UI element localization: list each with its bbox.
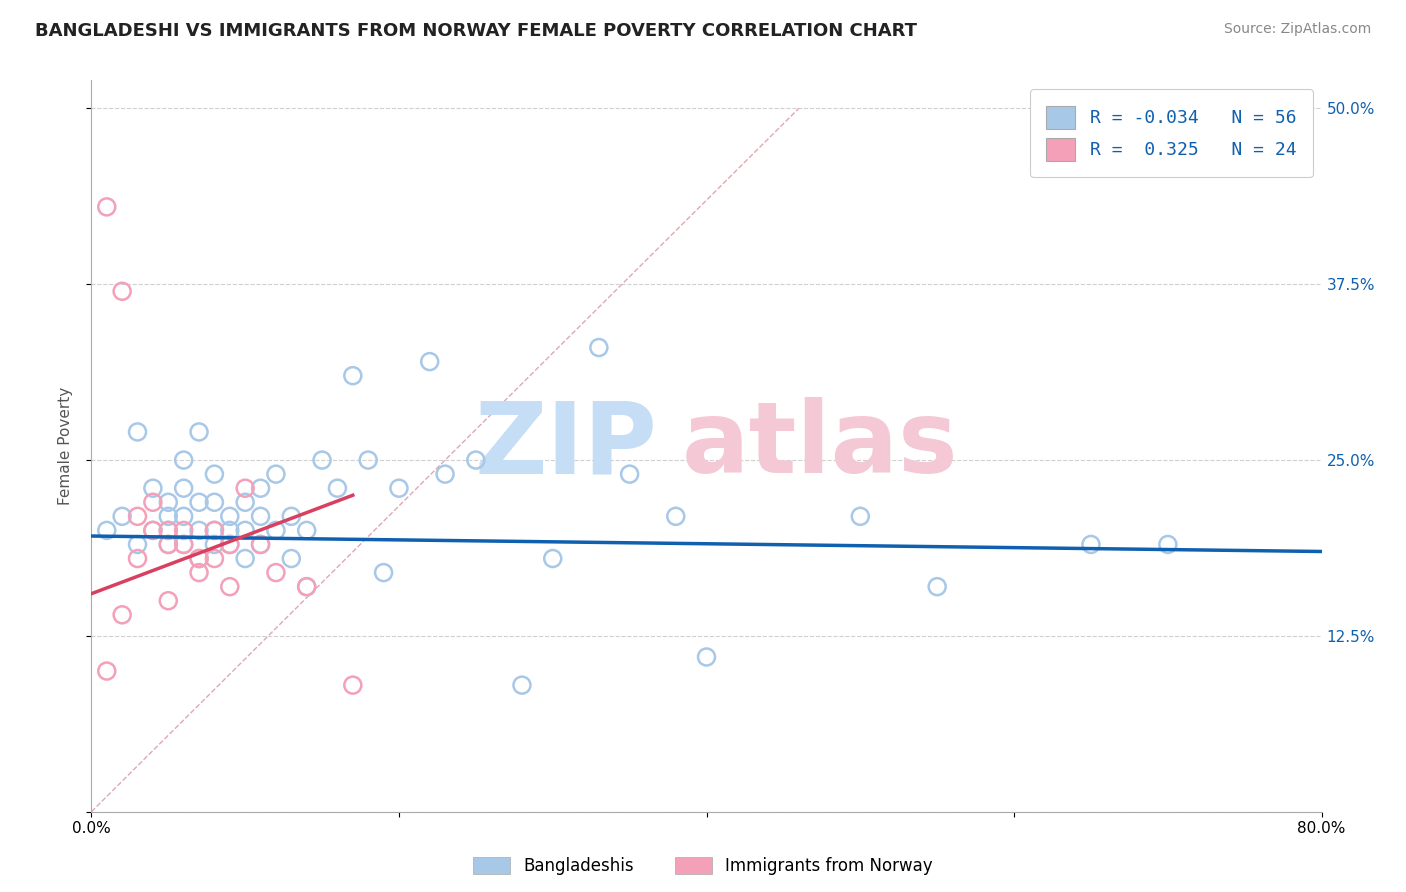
Point xyxy=(249,509,271,524)
Point xyxy=(249,537,271,551)
Point xyxy=(218,580,240,594)
Point xyxy=(202,467,225,482)
Point xyxy=(218,509,240,524)
Point xyxy=(142,524,165,538)
Point xyxy=(264,566,287,580)
Point xyxy=(202,495,225,509)
Point xyxy=(218,537,240,551)
Point xyxy=(188,551,211,566)
Point xyxy=(218,524,240,538)
Point xyxy=(173,537,195,551)
Point xyxy=(264,467,287,482)
Point xyxy=(696,650,718,665)
Point xyxy=(510,678,533,692)
Point xyxy=(142,481,165,495)
Point xyxy=(202,524,225,538)
Point xyxy=(188,551,211,566)
Point xyxy=(127,551,149,566)
Point xyxy=(111,509,134,524)
Point xyxy=(111,285,134,299)
Point xyxy=(173,524,195,538)
Point xyxy=(96,200,118,214)
Point xyxy=(541,551,564,566)
Point xyxy=(233,481,256,495)
Point xyxy=(157,524,180,538)
Point xyxy=(142,524,165,538)
Point xyxy=(249,537,271,551)
Text: BANGLADESHI VS IMMIGRANTS FROM NORWAY FEMALE POVERTY CORRELATION CHART: BANGLADESHI VS IMMIGRANTS FROM NORWAY FE… xyxy=(35,22,917,40)
Point xyxy=(202,524,225,538)
Point xyxy=(233,524,256,538)
Point xyxy=(342,368,364,383)
Point xyxy=(96,524,118,538)
Point xyxy=(342,678,364,692)
Point xyxy=(157,509,180,524)
Legend: R = -0.034   N = 56, R =  0.325   N = 24: R = -0.034 N = 56, R = 0.325 N = 24 xyxy=(1031,89,1313,178)
Point xyxy=(142,495,165,509)
Point xyxy=(849,509,872,524)
Point xyxy=(295,524,318,538)
Point xyxy=(233,495,256,509)
Point xyxy=(218,537,240,551)
Point xyxy=(588,341,610,355)
Point xyxy=(280,509,302,524)
Point xyxy=(127,425,149,439)
Point xyxy=(111,607,134,622)
Point xyxy=(295,580,318,594)
Point xyxy=(927,580,949,594)
Point xyxy=(157,593,180,607)
Point xyxy=(464,453,486,467)
Point xyxy=(280,551,302,566)
Point xyxy=(619,467,641,482)
Point xyxy=(96,664,118,678)
Point xyxy=(173,453,195,467)
Point xyxy=(264,524,287,538)
Point xyxy=(1080,537,1102,551)
Point xyxy=(202,551,225,566)
Text: atlas: atlas xyxy=(682,398,959,494)
Point xyxy=(419,354,441,368)
Text: ZIP: ZIP xyxy=(474,398,657,494)
Point xyxy=(157,524,180,538)
Point xyxy=(173,481,195,495)
Point xyxy=(373,566,395,580)
Point xyxy=(157,537,180,551)
Point xyxy=(357,453,380,467)
Point xyxy=(326,481,349,495)
Point xyxy=(1157,537,1180,551)
Point xyxy=(311,453,333,467)
Point xyxy=(188,495,211,509)
Point xyxy=(434,467,457,482)
Point xyxy=(173,509,195,524)
Point xyxy=(173,537,195,551)
Point xyxy=(295,580,318,594)
Point xyxy=(157,495,180,509)
Point xyxy=(127,537,149,551)
Y-axis label: Female Poverty: Female Poverty xyxy=(58,387,73,505)
Text: Source: ZipAtlas.com: Source: ZipAtlas.com xyxy=(1223,22,1371,37)
Point xyxy=(233,551,256,566)
Point xyxy=(188,425,211,439)
Point xyxy=(188,524,211,538)
Point xyxy=(188,566,211,580)
Point xyxy=(388,481,411,495)
Point xyxy=(665,509,688,524)
Point xyxy=(249,481,271,495)
Point xyxy=(157,537,180,551)
Point xyxy=(202,537,225,551)
Legend: Bangladeshis, Immigrants from Norway: Bangladeshis, Immigrants from Norway xyxy=(467,850,939,882)
Point xyxy=(127,509,149,524)
